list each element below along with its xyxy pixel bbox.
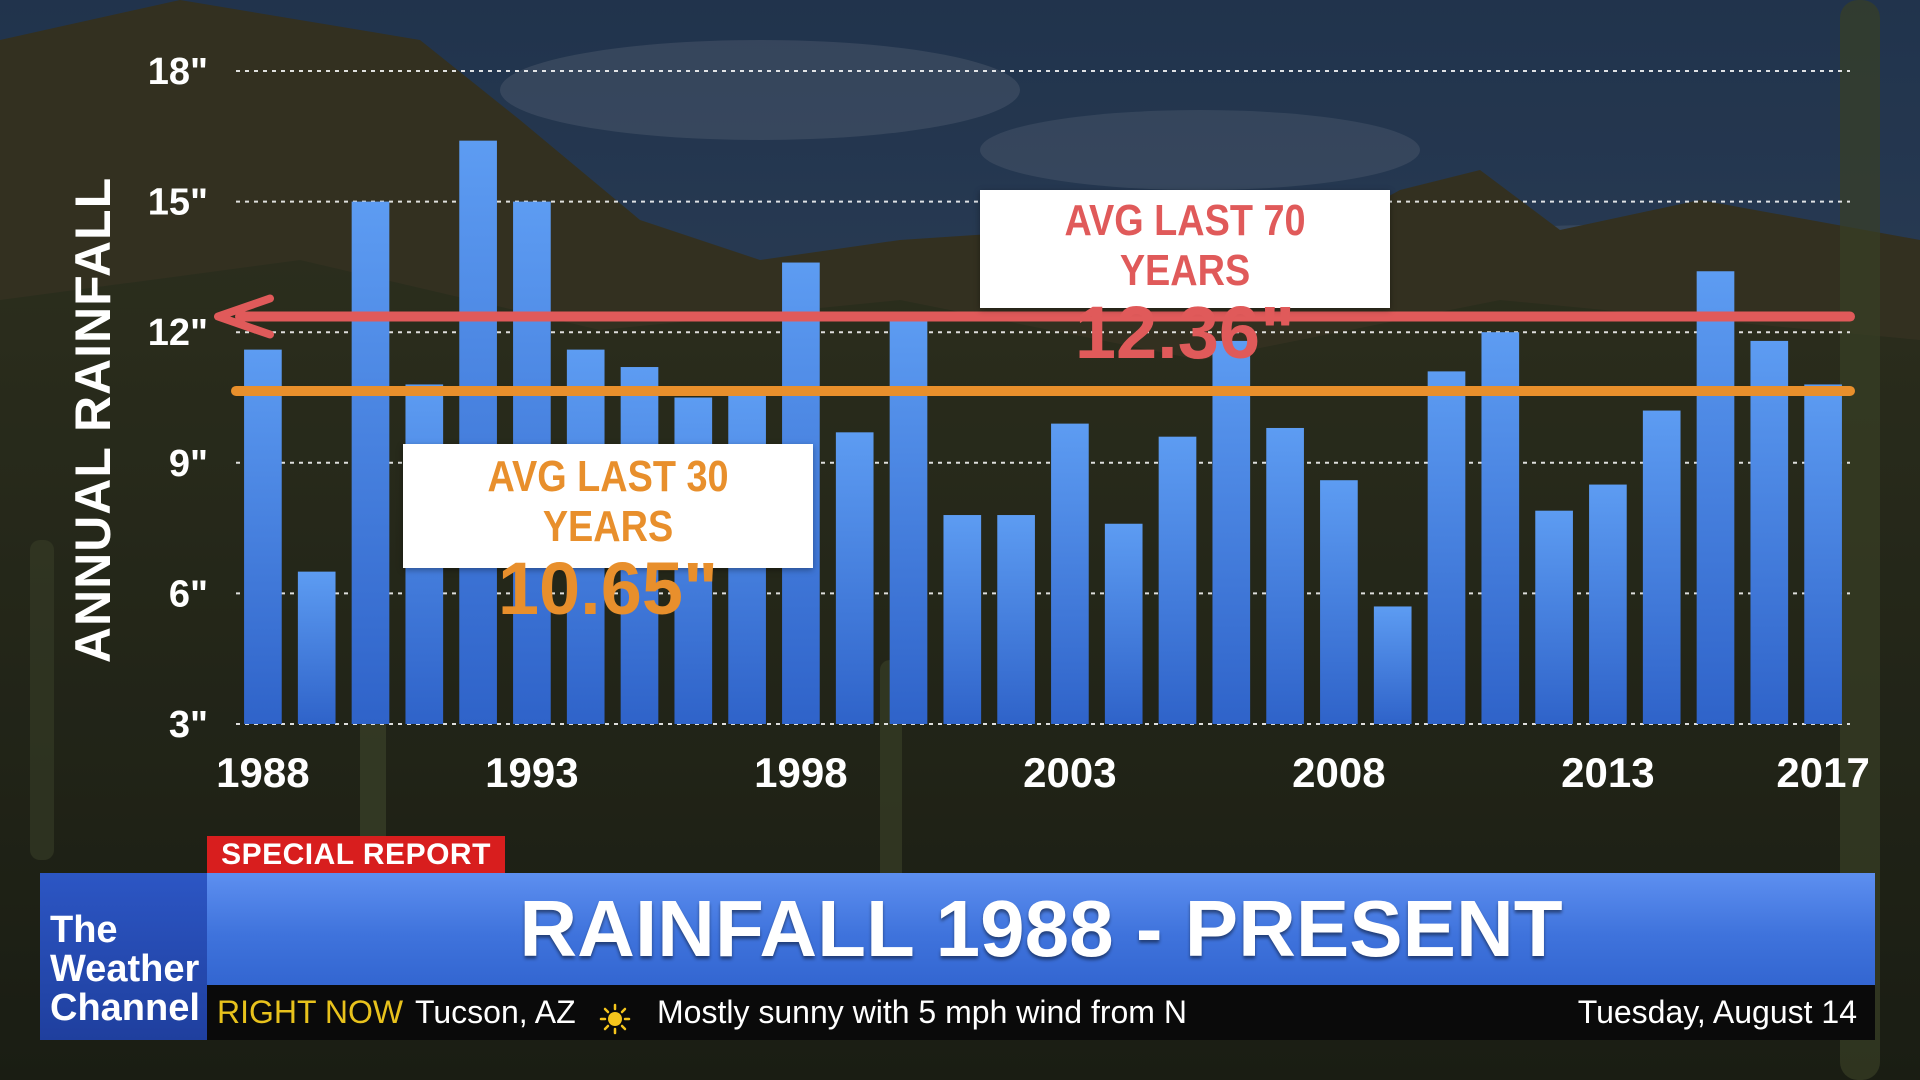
y-tick-label: 9" bbox=[169, 443, 208, 485]
y-axis-title: ANNUAL RAINFALL bbox=[65, 177, 121, 663]
bar-2003 bbox=[1051, 423, 1089, 724]
bar-2013 bbox=[1589, 484, 1627, 724]
special-report-badge: SPECIAL REPORT bbox=[207, 836, 505, 874]
bar-2000 bbox=[889, 314, 928, 724]
x-tick-label: 2017 bbox=[1776, 749, 1869, 796]
arrow-left-icon bbox=[214, 294, 274, 339]
avg-70-value: 12.36" bbox=[1074, 291, 1296, 374]
sun-icon bbox=[597, 997, 633, 1035]
avg-30-label: AVG LAST 30 YEARS bbox=[487, 452, 729, 551]
ticker-condition: Mostly sunny with 5 mph wind from N bbox=[657, 994, 1187, 1030]
x-tick-label: 1993 bbox=[485, 749, 578, 796]
bar-2010 bbox=[1427, 371, 1466, 724]
avg-70-years-callout: AVG LAST 70 YEARS 12.36" bbox=[980, 190, 1390, 370]
bar-2011 bbox=[1481, 332, 1520, 724]
ticker-label: RIGHT NOW bbox=[217, 994, 404, 1030]
bar-2012 bbox=[1535, 510, 1573, 724]
bar-2014 bbox=[1642, 410, 1681, 724]
y-tick-label: 6" bbox=[169, 573, 208, 615]
bar-2004 bbox=[1104, 523, 1143, 724]
weather-channel-logo: The Weather Channel bbox=[40, 873, 207, 1040]
y-tick-label: 15" bbox=[148, 182, 208, 224]
ticker-location: Tucson, AZ bbox=[415, 994, 576, 1030]
gridlines bbox=[236, 70, 1850, 725]
avg-30-value: 10.65" bbox=[497, 547, 719, 630]
bar-1989 bbox=[297, 571, 336, 724]
bar-2016 bbox=[1750, 340, 1789, 724]
headline-title: RAINFALL 1988 - PRESENT bbox=[519, 884, 1563, 973]
bar-2001 bbox=[943, 515, 982, 724]
bar-2007 bbox=[1266, 427, 1304, 724]
bar-1999 bbox=[835, 432, 874, 724]
avg-70-label: AVG LAST 70 YEARS bbox=[1064, 196, 1306, 295]
avg-30-years-callout: AVG LAST 30 YEARS 10.65" bbox=[403, 444, 813, 626]
reference-lines bbox=[214, 294, 1855, 396]
logo-text: The Weather Channel bbox=[50, 909, 200, 1029]
ticker-bar: RIGHT NOW Tucson, AZ Mostly sunny with 5… bbox=[207, 985, 1875, 1040]
ticker-date: Tuesday, August 14 bbox=[1577, 994, 1857, 1030]
y-tick-label: 18" bbox=[148, 51, 208, 93]
bar-2009 bbox=[1373, 606, 1412, 724]
x-tick-label: 2013 bbox=[1561, 749, 1654, 796]
x-tick-label: 1998 bbox=[754, 749, 847, 796]
y-axis-ticks: 18" 15" 12" 9" 6" 3" bbox=[148, 51, 208, 746]
x-tick-label: 1988 bbox=[216, 749, 309, 796]
bar-1992 bbox=[459, 140, 497, 725]
bar-2008 bbox=[1320, 480, 1358, 724]
bar-2015 bbox=[1696, 271, 1735, 724]
x-tick-label: 2003 bbox=[1023, 749, 1116, 796]
bar-2005 bbox=[1158, 436, 1197, 724]
bars bbox=[244, 140, 1842, 725]
bar-2006 bbox=[1212, 340, 1251, 724]
bar-1988 bbox=[244, 349, 282, 724]
x-axis-ticks: 1988 1993 1998 2003 2008 2013 2017 bbox=[216, 749, 1870, 796]
y-tick-label: 12" bbox=[148, 312, 208, 354]
headline-bar: RAINFALL 1988 - PRESENT bbox=[207, 873, 1875, 985]
bar-2017 bbox=[1804, 384, 1842, 724]
y-tick-label: 3" bbox=[169, 704, 208, 746]
bar-2002 bbox=[997, 515, 1035, 724]
x-tick-label: 2008 bbox=[1292, 749, 1385, 796]
bar-1990 bbox=[351, 201, 390, 725]
